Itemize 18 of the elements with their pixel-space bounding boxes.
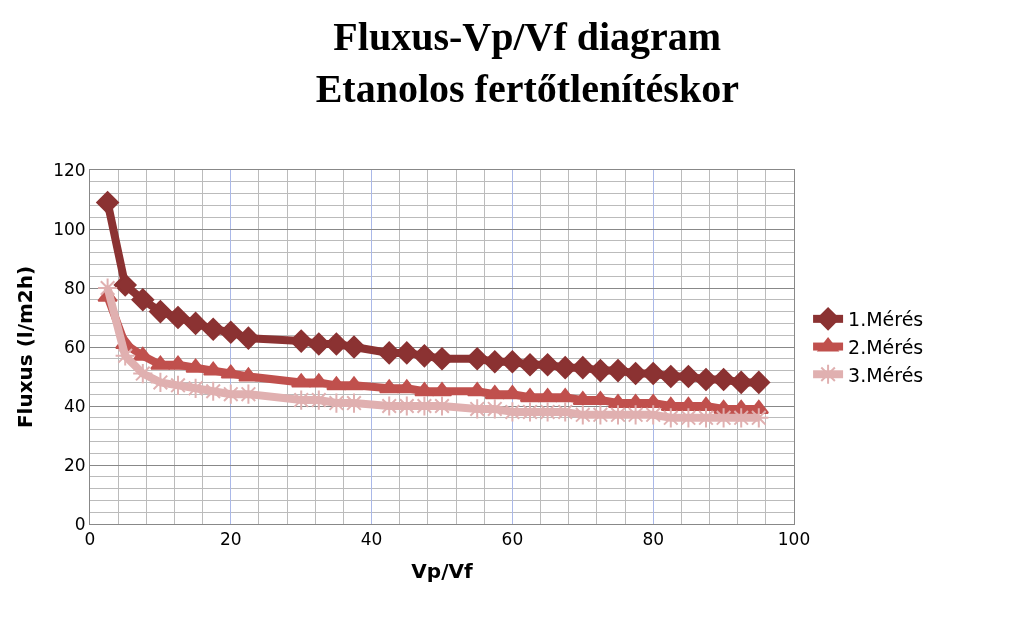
- x-tick-label: 80: [642, 529, 665, 550]
- y-tick-label: 0: [74, 513, 86, 534]
- x-tick-label: 40: [360, 529, 383, 550]
- y-tick-label: 20: [63, 454, 86, 475]
- y-tick-label: 100: [53, 218, 86, 239]
- y-axis-title: Fluxus (l/m2h): [12, 265, 37, 429]
- chart-title: Fluxus-Vp/Vf diagram Etanolos fertőtlenítéskor: [315, 13, 739, 111]
- y-tick-label: 60: [63, 336, 86, 357]
- legend-label: 2.Mérés: [848, 335, 924, 358]
- y-tick-label: 120: [53, 159, 86, 180]
- legend-label: 1.Mérés: [848, 308, 924, 331]
- y-tick-label: 40: [63, 395, 86, 416]
- y-tick-label: 80: [63, 277, 86, 298]
- x-axis-title: Vp/Vf: [411, 558, 473, 583]
- legend-label: 3.Mérés: [848, 363, 924, 386]
- x-tick-label: 100: [777, 529, 811, 550]
- x-tick-label: 20: [219, 529, 242, 550]
- x-tick-label: 60: [501, 529, 524, 550]
